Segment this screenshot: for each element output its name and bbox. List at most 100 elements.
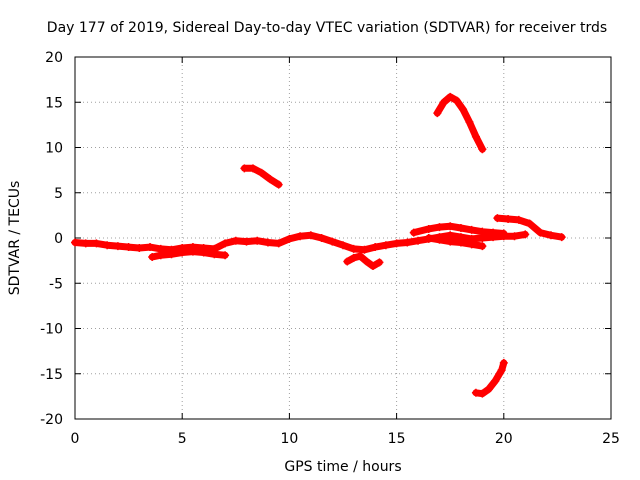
data-point <box>452 96 461 105</box>
data-point <box>92 239 101 248</box>
data-point <box>456 224 465 233</box>
data-point <box>328 237 337 246</box>
data-point <box>525 219 534 228</box>
x-axis-label: GPS time / hours <box>284 459 401 475</box>
data-point <box>439 98 448 107</box>
data-point <box>489 228 498 237</box>
data-point <box>478 242 487 251</box>
x-tick-label: 0 <box>71 431 80 447</box>
data-point <box>306 231 315 240</box>
data-point <box>317 234 326 242</box>
data-point <box>546 231 555 240</box>
x-tick-label: 15 <box>388 431 406 447</box>
data-point <box>414 236 423 245</box>
data-point <box>521 230 530 239</box>
y-tick-label: -5 <box>49 276 63 292</box>
y-tick-label: -10 <box>40 322 63 338</box>
data-point <box>124 243 133 252</box>
data-point <box>81 239 90 248</box>
x-tick-label: 10 <box>280 431 298 447</box>
data-point <box>221 251 230 260</box>
series-track-17h-high <box>433 92 487 154</box>
data-point <box>514 215 523 224</box>
x-tick-label: 5 <box>178 431 187 447</box>
series-track-upper-b <box>424 234 487 251</box>
data-point <box>467 225 476 234</box>
y-tick-labels: -20 -15 -10 -5 0 5 10 15 20 <box>40 50 63 428</box>
data-point <box>135 243 144 252</box>
data-point <box>493 214 502 223</box>
ticks <box>74 56 612 420</box>
data-point <box>403 238 412 247</box>
data-point <box>343 257 352 266</box>
data-point <box>360 245 369 254</box>
data-point <box>369 262 378 271</box>
data-point <box>381 241 390 250</box>
data-point <box>242 237 251 246</box>
data-point <box>435 235 444 244</box>
data-point <box>465 118 474 127</box>
data-point <box>504 214 513 223</box>
data-point <box>471 132 480 141</box>
data-point <box>248 164 257 173</box>
y-tick-label: 0 <box>54 231 63 247</box>
data-point <box>456 238 465 247</box>
data-point <box>471 388 480 397</box>
data-point <box>392 239 401 248</box>
data-point <box>446 92 455 101</box>
data-point <box>339 241 347 250</box>
data-point <box>113 242 122 251</box>
data-point <box>435 223 444 232</box>
data-point <box>71 238 79 247</box>
data-point <box>467 240 476 249</box>
data-point <box>446 222 455 231</box>
y-tick-label: 5 <box>54 186 63 202</box>
data-point <box>510 232 519 241</box>
data-point <box>148 253 157 262</box>
data-point <box>484 385 493 394</box>
y-tick-label: 10 <box>45 141 63 157</box>
data-point <box>274 180 283 189</box>
data-point <box>146 243 155 252</box>
x-tick-label: 25 <box>602 431 620 447</box>
x-tick-label: 20 <box>495 431 513 447</box>
series-track-low-1 <box>148 247 230 262</box>
data-point <box>491 376 500 385</box>
series-track-8h <box>240 164 283 189</box>
data-point <box>103 241 112 250</box>
data-point <box>362 257 371 266</box>
data-point <box>253 236 262 245</box>
series-track-19h-low <box>471 358 508 398</box>
data-point <box>199 248 208 257</box>
data-point <box>178 248 187 257</box>
data-point <box>499 229 508 238</box>
data-point <box>296 232 305 241</box>
series-track-right <box>493 214 566 242</box>
data-point <box>274 239 283 248</box>
grid <box>75 57 611 419</box>
data-point <box>424 224 433 233</box>
data-point <box>285 234 294 243</box>
data-point <box>266 175 275 184</box>
data-point <box>231 236 240 245</box>
series-band <box>433 93 486 153</box>
y-tick-label: -20 <box>40 412 63 428</box>
y-axis-label: SDTVAR / TECUs <box>7 181 23 296</box>
data-point <box>167 250 176 259</box>
series-track-upper-a <box>409 222 508 238</box>
data-point <box>210 250 219 259</box>
data-point <box>499 358 508 367</box>
data-point <box>371 243 380 252</box>
data-point <box>409 228 418 237</box>
data-point <box>188 247 197 256</box>
x-tick-labels: 0 5 10 15 20 25 <box>71 431 620 447</box>
data-point <box>424 234 433 242</box>
data-point <box>536 228 545 237</box>
series-group <box>71 92 566 398</box>
data-point <box>156 251 165 260</box>
y-tick-label: 15 <box>45 95 63 111</box>
series-track-main <box>71 230 530 254</box>
data-point <box>446 237 455 246</box>
data-point <box>478 145 487 154</box>
